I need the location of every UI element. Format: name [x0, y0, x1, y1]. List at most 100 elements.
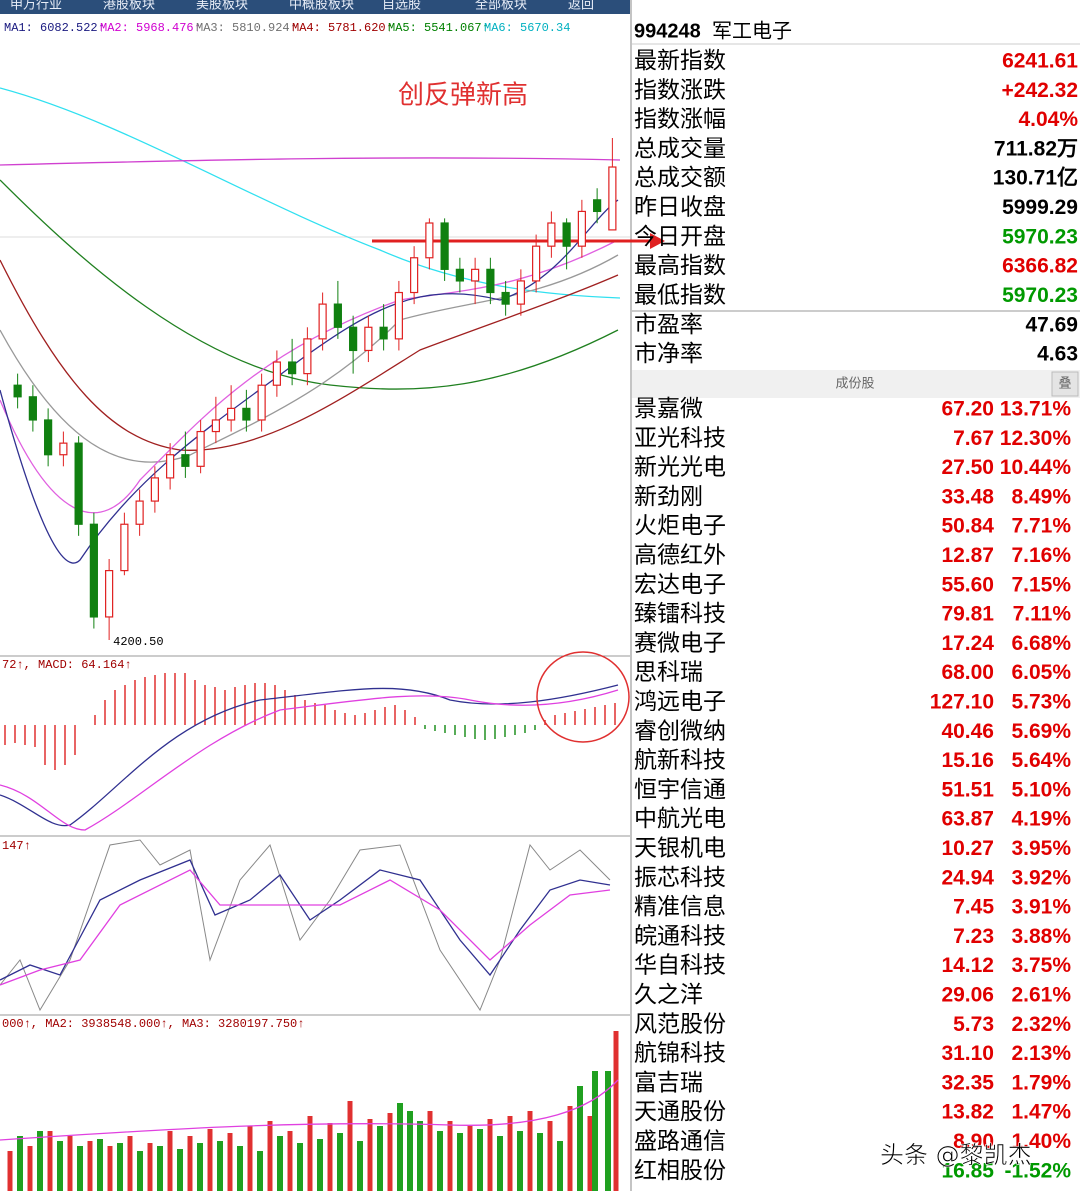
- candle-body: [59, 442, 68, 456]
- candle-body: [74, 442, 83, 525]
- stock-name[interactable]: 恒宇信通: [634, 777, 726, 803]
- stock-change: 6.05%: [1011, 661, 1071, 684]
- stock-name[interactable]: 红相股份: [634, 1158, 726, 1184]
- ratio-label: 市盈率: [634, 312, 703, 338]
- quote-label: 最新指数: [634, 48, 726, 74]
- stock-price: 51.51: [941, 778, 994, 801]
- tab[interactable]: 美股板块: [196, 0, 248, 13]
- stock-name[interactable]: 思科瑞: [634, 660, 703, 686]
- stock-price: 7.45: [953, 896, 994, 919]
- stock-price: 10.27: [941, 837, 994, 860]
- list-header: [632, 370, 1080, 398]
- stock-name[interactable]: 精准信息: [634, 894, 726, 920]
- candle-body: [471, 268, 480, 282]
- macd-bars: [424, 725, 536, 740]
- stock-change: 8.49%: [1011, 485, 1071, 508]
- overlay-button[interactable]: [1051, 371, 1079, 397]
- stock-price: 63.87: [941, 808, 994, 831]
- candle-body: [150, 477, 159, 502]
- stock-name[interactable]: 新光光电: [634, 455, 726, 481]
- stock-name[interactable]: 中航光电: [634, 806, 726, 832]
- stock-name[interactable]: 亚光科技: [634, 425, 726, 451]
- stock-change: 7.11%: [1013, 603, 1072, 626]
- stock-price: 32.35: [941, 1071, 994, 1094]
- quote-value: 5970.23: [1002, 284, 1078, 307]
- stock-change: 3.91%: [1011, 896, 1071, 919]
- tab[interactable]: 返回: [568, 0, 594, 13]
- candle-body: [349, 326, 358, 352]
- stock-change: 2.32%: [1011, 1013, 1071, 1036]
- quote-value: 5970.23: [1002, 225, 1078, 248]
- candle-body: [105, 569, 114, 618]
- quote-label: 总成交量: [634, 136, 726, 162]
- quote-value: 6241.61: [1002, 50, 1078, 73]
- side-panel: [630, 0, 1080, 1191]
- stock-name[interactable]: 景嘉微: [634, 396, 703, 422]
- stock-change: 5.73%: [1011, 691, 1071, 714]
- tab[interactable]: 中概股板块: [289, 0, 354, 13]
- tab[interactable]: 港股板块: [103, 0, 155, 13]
- stock-name[interactable]: 皖通科技: [634, 923, 726, 949]
- quote-label: 总成交额: [634, 165, 726, 191]
- stock-name[interactable]: 盛路通信: [634, 1129, 726, 1155]
- stock-name[interactable]: 高德红外: [634, 543, 726, 569]
- stock-price: 68.00: [941, 661, 994, 684]
- list-header-label: 成份股: [835, 377, 874, 392]
- candle-body: [440, 222, 449, 270]
- overlay-label[interactable]: 叠: [1058, 377, 1071, 392]
- candle-body: [608, 166, 617, 231]
- stock-name[interactable]: 睿创微纳: [634, 718, 726, 744]
- candle-body: [44, 419, 53, 456]
- highlight-circle: [536, 651, 630, 743]
- dea-line: [0, 689, 619, 831]
- stock-name[interactable]: 振芯科技: [634, 865, 726, 891]
- stock-name[interactable]: 火炬电子: [634, 513, 726, 539]
- stock-change: 3.92%: [1011, 866, 1071, 889]
- stock-name[interactable]: 风范股份: [634, 1011, 726, 1037]
- stock-price: 127.10: [930, 691, 994, 714]
- stock-name[interactable]: 臻镭科技: [634, 601, 726, 627]
- stock-change: 5.69%: [1011, 720, 1071, 743]
- quote-label: 指数涨跌: [634, 77, 726, 103]
- candle-body: [257, 384, 266, 421]
- ma-line: [0, 179, 619, 390]
- candle-body: [227, 407, 236, 421]
- stock-name[interactable]: 天通股份: [634, 1099, 726, 1125]
- stock-name[interactable]: 航新科技: [634, 748, 726, 774]
- candle-body: [547, 222, 556, 247]
- stock-change: 2.13%: [1011, 1042, 1071, 1065]
- stock-change: 7.15%: [1011, 573, 1071, 596]
- quote-label: 指数涨幅: [634, 107, 726, 133]
- tab[interactable]: 全部板块: [475, 0, 527, 13]
- stock-price: 29.06: [941, 984, 994, 1007]
- stock-name[interactable]: 航锦科技: [634, 1041, 726, 1067]
- candle-body: [593, 199, 602, 213]
- stock-price: 40.46: [941, 720, 994, 743]
- tab[interactable]: 自选股: [382, 0, 421, 13]
- candle-body: [211, 419, 220, 433]
- ma-legend: MA5: 5541.067↑: [388, 21, 489, 35]
- candle-body: [455, 268, 464, 282]
- stock-name[interactable]: 天银机电: [634, 836, 726, 862]
- ma-legend: MA6: 5670.34: [484, 21, 570, 35]
- tab[interactable]: 申万行业: [10, 0, 62, 13]
- quote-value: 711.82万: [994, 137, 1078, 160]
- tab-bar: [0, 0, 630, 14]
- low-label: 4200.50: [113, 635, 163, 649]
- volume-ma: [0, 1079, 619, 1141]
- stock-price: 5.73: [953, 1013, 994, 1036]
- stock-name[interactable]: 宏达电子: [634, 572, 726, 598]
- stock-name[interactable]: 富吉瑞: [634, 1070, 703, 1096]
- ma-legend: MA3: 5810.924↑: [196, 21, 297, 35]
- stock-name[interactable]: 鸿远电子: [634, 689, 726, 715]
- stock-name[interactable]: 久之洋: [634, 982, 703, 1008]
- quote-label: 最高指数: [634, 253, 726, 279]
- stock-change: 1.79%: [1011, 1071, 1071, 1094]
- candle-body: [562, 222, 571, 247]
- stock-name[interactable]: 华自科技: [634, 953, 726, 979]
- stock-change: 2.61%: [1011, 984, 1071, 1007]
- stock-price: 7.67: [953, 427, 994, 450]
- stock-price: 15.16: [941, 749, 994, 772]
- stock-name[interactable]: 新劲刚: [634, 484, 703, 510]
- stock-name[interactable]: 赛微电子: [634, 630, 726, 656]
